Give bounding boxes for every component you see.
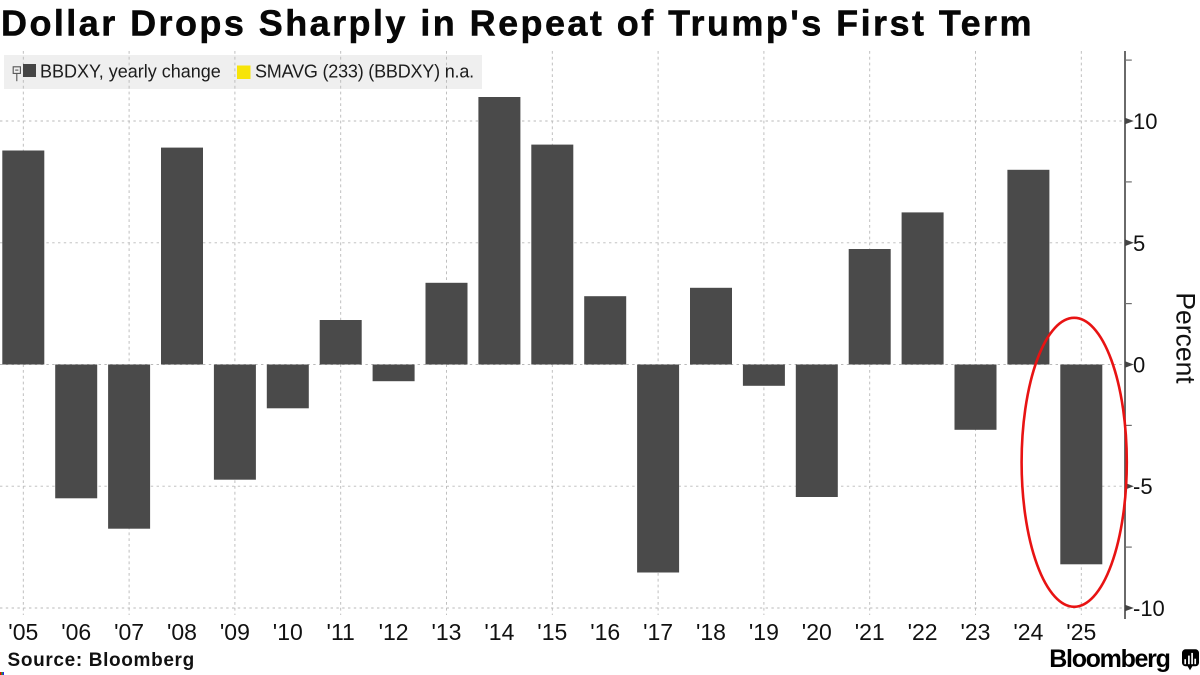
svg-text:'08: '08: [167, 619, 197, 645]
svg-text:'25: '25: [1066, 619, 1096, 645]
svg-text:0: 0: [1133, 353, 1145, 378]
svg-text:'24: '24: [1013, 619, 1043, 645]
svg-text:'13: '13: [432, 619, 462, 645]
svg-text:'06: '06: [61, 619, 91, 645]
svg-text:'05: '05: [8, 619, 38, 645]
svg-text:'23: '23: [961, 619, 991, 645]
svg-text:-5: -5: [1133, 474, 1153, 499]
svg-text:10: 10: [1133, 109, 1157, 134]
svg-text:5: 5: [1133, 231, 1145, 256]
svg-text:Source: Bloomberg: Source: Bloomberg: [8, 650, 195, 671]
svg-text:BBDXY, yearly change: BBDXY, yearly change: [40, 62, 221, 82]
svg-text:Dollar Drops Sharply in Repeat: Dollar Drops Sharply in Repeat of Trump'…: [1, 3, 1034, 44]
svg-text:'22: '22: [908, 619, 938, 645]
svg-text:'15: '15: [537, 619, 567, 645]
svg-text:-10: -10: [1133, 596, 1165, 621]
svg-text:'14: '14: [484, 619, 514, 645]
svg-text:'21: '21: [855, 619, 885, 645]
svg-text:Bloomberg: Bloomberg: [1049, 645, 1169, 673]
svg-text:'18: '18: [696, 619, 726, 645]
svg-text:'11: '11: [327, 619, 355, 645]
svg-text:'09: '09: [220, 619, 250, 645]
svg-text:'12: '12: [379, 619, 409, 645]
svg-text:'16: '16: [590, 619, 620, 645]
svg-text:Percent: Percent: [1171, 292, 1200, 384]
svg-text:'10: '10: [273, 619, 303, 645]
svg-text:'20: '20: [802, 619, 832, 645]
svg-text:SMAVG (233) (BBDXY) n.a.: SMAVG (233) (BBDXY) n.a.: [255, 62, 474, 82]
svg-text:'07: '07: [114, 619, 144, 645]
svg-text:'17: '17: [643, 619, 673, 645]
svg-text:'19: '19: [749, 619, 779, 645]
